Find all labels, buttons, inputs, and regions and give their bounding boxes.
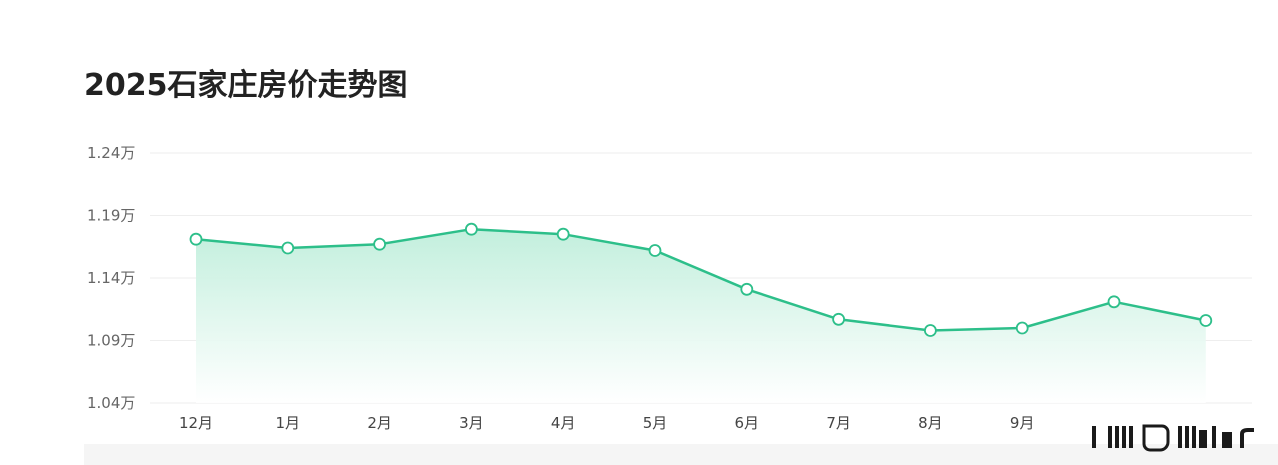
data-point[interactable] xyxy=(1107,295,1121,309)
y-tick-label: 1.04万 xyxy=(87,394,135,412)
y-tick-label: 1.14万 xyxy=(87,269,135,287)
data-point[interactable] xyxy=(1199,314,1213,327)
y-tick-label: 1.24万 xyxy=(87,144,135,162)
x-tick-label: 8月 xyxy=(918,414,943,432)
data-point[interactable] xyxy=(1015,321,1029,335)
data-point[interactable] xyxy=(832,312,845,326)
x-tick-label: 3月 xyxy=(459,414,484,432)
chart-title: 2025石家庄房价走势图 xyxy=(84,68,408,103)
data-point[interactable] xyxy=(373,237,387,251)
y-tick-label: 1.09万 xyxy=(87,332,135,350)
area-fill-layer xyxy=(196,229,1206,403)
y-axis-ticks: 1.04万 1.09万 1.14万 1.19万 1.24万 xyxy=(87,144,135,412)
x-tick-label: 5月 xyxy=(643,414,668,432)
data-point[interactable] xyxy=(740,282,754,296)
area-fill xyxy=(196,229,1206,403)
series-line-layer xyxy=(195,227,1207,332)
x-tick-label: 9月 xyxy=(1010,414,1035,432)
watermark-logo-icon xyxy=(1092,424,1254,452)
data-point[interactable] xyxy=(924,324,937,337)
x-tick-label: 1月 xyxy=(276,414,301,432)
data-point[interactable] xyxy=(189,232,203,246)
series-line xyxy=(195,227,1207,332)
data-point[interactable] xyxy=(464,222,478,236)
x-axis-ticks: 12月 1月 2月 3月 4月 5月 6月 7月 8月 9月 xyxy=(179,414,1035,432)
footer-bar xyxy=(84,444,1278,465)
x-tick-label: 6月 xyxy=(735,414,760,432)
data-point[interactable] xyxy=(648,244,662,257)
x-tick-label: 4月 xyxy=(551,414,576,432)
data-points xyxy=(189,222,1213,337)
x-tick-label: 7月 xyxy=(826,414,851,432)
y-tick-label: 1.19万 xyxy=(87,207,135,225)
data-point[interactable] xyxy=(556,227,570,241)
x-tick-label: 2月 xyxy=(367,414,392,432)
x-tick-label: 12月 xyxy=(179,414,213,432)
data-point[interactable] xyxy=(281,241,295,255)
